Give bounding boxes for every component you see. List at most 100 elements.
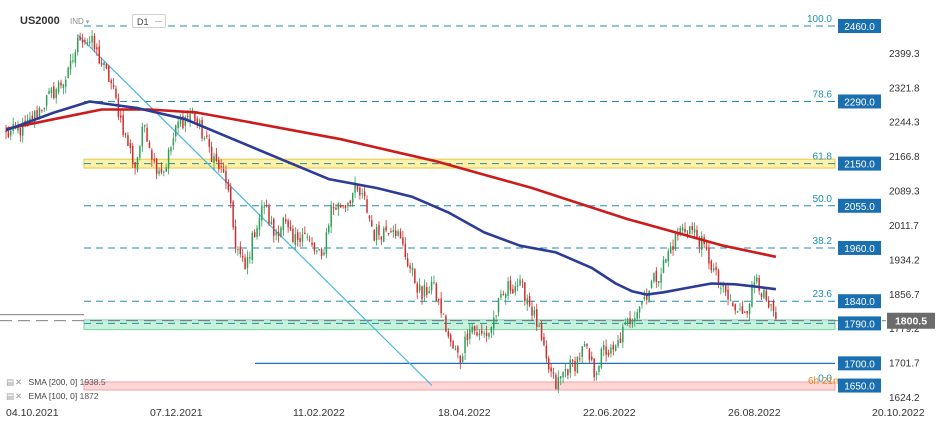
- candle-down: [404, 244, 407, 258]
- candle-up: [172, 138, 175, 146]
- candle-up: [57, 82, 60, 93]
- candle-down: [684, 228, 686, 233]
- candle-up: [294, 234, 297, 245]
- ema-legend[interactable]: ▤✕ EMA [100, 0] 1872: [6, 391, 99, 402]
- candle-down: [426, 286, 428, 295]
- candle-down: [724, 285, 727, 293]
- candle-up: [418, 284, 421, 291]
- candle-down: [81, 40, 84, 43]
- candle-down: [655, 270, 658, 283]
- candle-up: [662, 259, 665, 273]
- fib-label: 100.0: [807, 14, 832, 25]
- candle-up: [258, 217, 261, 230]
- candle-up: [50, 88, 53, 94]
- candle-down: [612, 344, 615, 350]
- candle-up: [471, 326, 473, 333]
- candle-up: [55, 89, 57, 99]
- zone-pink: [83, 381, 836, 391]
- candle-up: [557, 376, 560, 390]
- candle-down: [244, 257, 246, 269]
- candle-down: [5, 130, 7, 133]
- candle-up: [667, 251, 670, 262]
- candle-up: [263, 206, 265, 208]
- candle-up: [48, 90, 50, 95]
- candle-down: [222, 169, 225, 173]
- candle-down: [698, 237, 701, 247]
- candle-up: [693, 228, 696, 233]
- candle-down: [296, 232, 299, 241]
- candle-up: [751, 284, 753, 307]
- level-box: [838, 19, 881, 33]
- candle-down: [225, 171, 227, 183]
- candle-up: [681, 227, 684, 231]
- candle-up: [45, 95, 48, 106]
- candle-up: [316, 250, 318, 252]
- candle-up: [65, 79, 67, 87]
- candle-down: [234, 226, 237, 249]
- candle-down: [555, 374, 557, 389]
- candle-down: [36, 110, 38, 118]
- candle-down: [772, 301, 775, 311]
- instrument-type-dropdown[interactable]: IND ▾: [70, 17, 89, 26]
- candle-down: [414, 269, 416, 284]
- candle-up: [622, 326, 624, 343]
- candle-down: [349, 200, 352, 204]
- candle-up: [559, 376, 562, 379]
- candle-down: [586, 343, 588, 347]
- candle-down: [273, 219, 275, 237]
- candle-down: [359, 187, 361, 196]
- candle-down: [435, 283, 438, 301]
- candle-down: [677, 234, 679, 236]
- candle-up: [626, 318, 629, 323]
- candle-down: [194, 111, 196, 122]
- candle-up: [158, 170, 160, 174]
- candle-down: [646, 294, 648, 300]
- candle-up: [602, 344, 605, 350]
- candle-up: [17, 127, 19, 131]
- candle-down: [84, 40, 86, 42]
- candle-down: [7, 131, 10, 138]
- candle-down: [390, 231, 392, 233]
- candle-down: [131, 146, 134, 163]
- timeframe-select[interactable]: D1 —: [132, 14, 166, 28]
- candle-down: [201, 119, 203, 139]
- candle-up: [397, 231, 399, 236]
- candle-up: [748, 303, 751, 315]
- candle-up: [330, 205, 332, 227]
- candle-up: [497, 298, 500, 313]
- sma-legend[interactable]: ▤✕ SMA [200, 0] 1938.5: [6, 377, 106, 388]
- candle-down: [155, 158, 158, 174]
- candle-down: [366, 199, 368, 213]
- level-box: [838, 378, 881, 393]
- candle-down: [289, 226, 292, 230]
- candle-down: [373, 229, 375, 241]
- candle-down: [292, 228, 294, 242]
- candle-up: [442, 313, 445, 315]
- candle-up: [354, 182, 356, 193]
- candle-up: [306, 236, 308, 238]
- candle-up: [323, 252, 325, 255]
- candle-up: [237, 248, 239, 250]
- candle-up: [461, 356, 464, 362]
- candle-down: [399, 231, 402, 239]
- timeframe-label: D1: [137, 17, 149, 27]
- candle-up: [653, 273, 655, 282]
- indicator-settings-icon[interactable]: ▤✕: [6, 391, 24, 401]
- candle-down: [629, 318, 631, 324]
- ema-params: [100, 0]: [48, 391, 78, 401]
- candle-down: [342, 205, 344, 207]
- indicator-settings-icon[interactable]: ▤✕: [6, 377, 24, 387]
- candle-down: [545, 345, 548, 359]
- candle-up: [739, 308, 741, 310]
- candle-up: [493, 317, 495, 329]
- candle-down: [727, 289, 729, 300]
- candle-down: [220, 166, 222, 168]
- candle-down: [320, 249, 323, 256]
- candle-up: [495, 315, 497, 317]
- candle-down: [313, 242, 316, 251]
- candle-up: [351, 192, 354, 203]
- y-tick-label: 2011.7: [889, 221, 919, 232]
- candle-up: [689, 226, 691, 234]
